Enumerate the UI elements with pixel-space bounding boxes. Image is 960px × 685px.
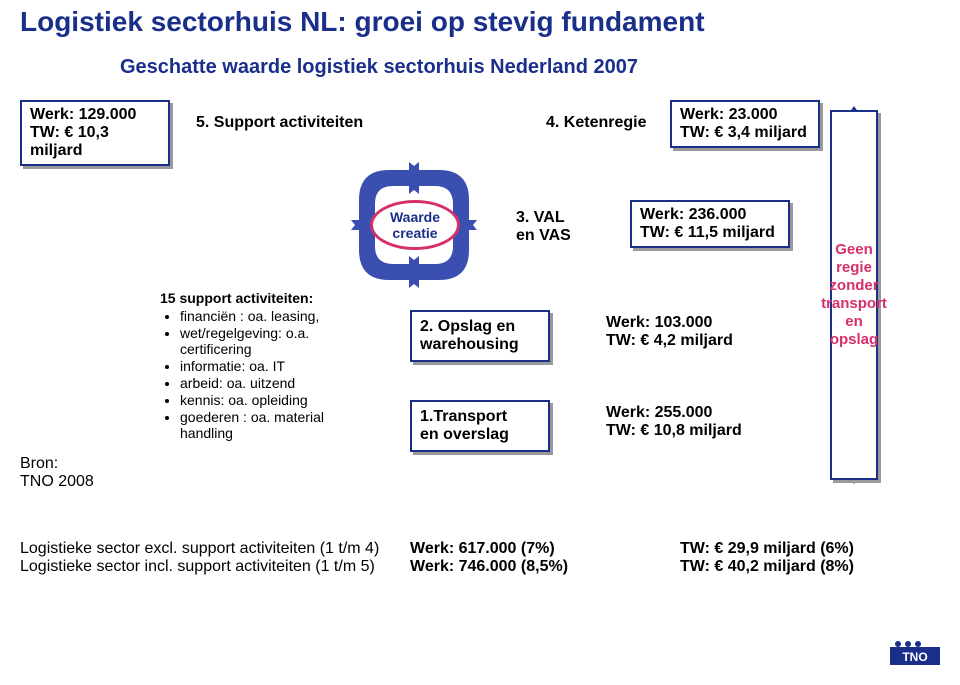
footer-tw-1: TW: € 29,9 miljard (6%): [680, 540, 854, 558]
label-opslag-a: 2. Opslag en: [420, 318, 540, 336]
footer-werk-values: Werk: 617.000 (7%) Werk: 746.000 (8,5%): [410, 540, 568, 576]
footer-werk-1: Werk: 617.000 (7%): [410, 540, 568, 558]
box-val-vas-werk: Werk: 236.000: [640, 206, 780, 224]
box-val-vas: Werk: 236.000 TW: € 11,5 miljard: [630, 200, 790, 248]
box-transport-label: 1.Transport en overslag: [410, 400, 550, 452]
box-transport-values: Werk: 255.000 TW: € 10,8 miljard: [600, 400, 748, 444]
waarde-creatie-oval: Waarde creatie: [370, 200, 460, 250]
footer-labels: Logistieke sector excl. support activite…: [20, 540, 379, 576]
vertical-emphasis-box: Geenregiezondertransportenopslag: [830, 110, 878, 480]
source-citation: Bron: TNO 2008: [20, 455, 94, 491]
label-val-vas: 3. VAL en VAS: [510, 205, 577, 249]
box-val-vas-tw: TW: € 11,5 miljard: [640, 224, 780, 242]
box-opslag-label: 2. Opslag en warehousing: [410, 310, 550, 362]
footer-row-1: Logistieke sector excl. support activite…: [20, 540, 379, 558]
label-transport-b: en overslag: [420, 426, 540, 444]
label-val-vas-a: 3. VAL: [516, 209, 571, 227]
vertical-emphasis-text: Geenregiezondertransportenopslag: [821, 241, 887, 349]
label-transport-a: 1.Transport: [420, 408, 540, 426]
box-opslag-values: Werk: 103.000 TW: € 4,2 miljard: [600, 310, 739, 354]
support-item: informatie: oa. IT: [180, 358, 380, 374]
support-list-head: 15 support activiteiten:: [160, 290, 380, 306]
support-item: wet/regelgeving: o.a. certificering: [180, 325, 380, 357]
support-item: kennis: oa. opleiding: [180, 392, 380, 408]
support-item: financiën : oa. leasing,: [180, 308, 380, 324]
source-b: TNO 2008: [20, 473, 94, 491]
box-opslag-werk: Werk: 103.000: [606, 314, 733, 332]
svg-text:TNO: TNO: [902, 650, 927, 664]
footer-tw-2: TW: € 40,2 miljard (8%): [680, 558, 854, 576]
tno-logo: TNO: [890, 641, 940, 671]
footer-tw-values: TW: € 29,9 miljard (6%) TW: € 40,2 milja…: [680, 540, 854, 576]
footer-werk-2: Werk: 746.000 (8,5%): [410, 558, 568, 576]
waarde-creatie-label: Waarde creatie: [373, 209, 457, 241]
box-transport-werk: Werk: 255.000: [606, 404, 742, 422]
footer-row-2: Logistieke sector incl. support activite…: [20, 558, 379, 576]
source-a: Bron:: [20, 455, 94, 473]
label-val-vas-b: en VAS: [516, 227, 571, 245]
support-item: arbeid: oa. uitzend: [180, 375, 380, 391]
support-activities-list: 15 support activiteiten: financiën : oa.…: [160, 290, 380, 442]
support-item: goederen : oa. material handling: [180, 409, 380, 441]
box-opslag-tw: TW: € 4,2 miljard: [606, 332, 733, 350]
label-opslag-b: warehousing: [420, 336, 540, 354]
box-transport-tw: TW: € 10,8 miljard: [606, 422, 742, 440]
